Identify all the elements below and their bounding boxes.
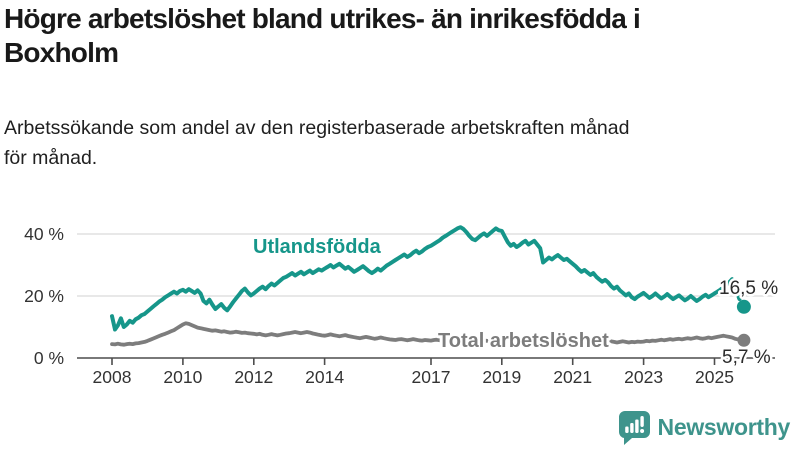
series-end-dot-total-arbetsloshet (737, 333, 751, 347)
x-tick-label: 2019 (482, 367, 521, 387)
series-line-utlandsfodda (110, 225, 735, 332)
newsworthy-logo: Newsworthy (618, 410, 790, 445)
x-tick-label: 2017 (412, 367, 451, 387)
chart-subtitle: Arbetssökande som andel av den registerb… (4, 117, 630, 170)
x-tick-label: 2010 (163, 367, 202, 387)
series-label-total-arbetsloshet: Total arbetslöshet (438, 330, 609, 352)
series-end-value-utlandsfodda: 16,5 % (719, 278, 778, 299)
y-tick-label: 20 % (24, 286, 64, 306)
x-tick-label: 2008 (93, 367, 132, 387)
chart-svg: 2008 2010 2012 2014 2017 2019 2021 2023 2025 0 % 2… (24, 224, 781, 387)
bar-chart-speech-bubble-icon (618, 411, 650, 445)
x-tick-label: 2023 (624, 367, 663, 387)
x-tick-label: 2025 (695, 367, 734, 387)
x-tick-label: 2012 (234, 367, 273, 387)
x-tick-label: 2021 (553, 367, 592, 387)
x-tick-label: 2014 (305, 367, 344, 387)
brand-wordmark: Newsworthy (657, 414, 791, 440)
y-tick-label: 0 % (34, 348, 64, 368)
series-label-utlandsfodda: Utlandsfödda (253, 236, 382, 258)
series-end-dot-utlandsfodda (736, 299, 751, 314)
series-line-total-arbetsloshet (110, 321, 746, 347)
series-end-value-total-arbetsloshet: 5,7 % (722, 347, 771, 368)
chart-title: Högre arbetslöshet bland utrikes- än inr… (4, 3, 641, 69)
y-tick-label: 40 % (24, 224, 64, 244)
